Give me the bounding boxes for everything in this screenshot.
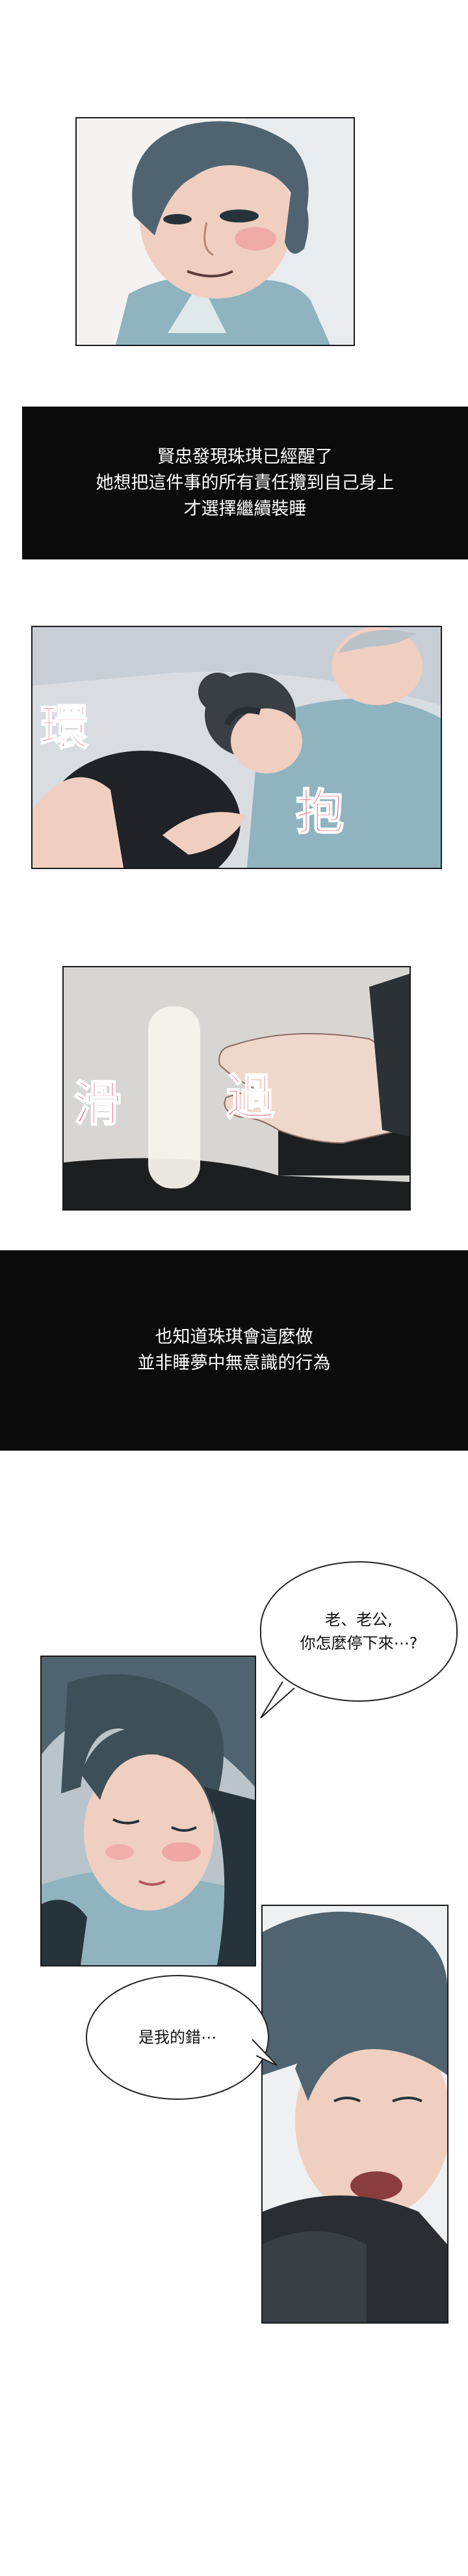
- sfx-hug-left: 環: [40, 699, 89, 757]
- sfx-slide-left: 滑: [73, 1075, 122, 1133]
- wife-blushing-illustration: [42, 1657, 255, 1965]
- narration-2-line-1: 也知道珠琪會這麼做: [155, 1327, 313, 1347]
- speech-bubble-wife-tail: [260, 1682, 295, 1719]
- panel-2-embrace: 環 抱: [31, 626, 442, 869]
- narration-1-line-3: 才選擇繼續裝睡: [183, 498, 307, 519]
- panel-3-hand-slide: 滑 過: [62, 966, 411, 1211]
- speech-bubble-husband-tail: [252, 2039, 278, 2066]
- panel-5-husband-apology: [261, 1905, 448, 2324]
- husband-closeup-illustration: [77, 118, 354, 345]
- narration-box-2: 也知道珠琪會這麼做 並非睡夢中無意識的行為: [0, 1250, 468, 1451]
- embrace-illustration: [32, 627, 441, 868]
- sfx-slide-right: 過: [226, 1069, 275, 1126]
- narration-box-1: 賢忠發現珠琪已經醒了 她想把這件事的所有責任攬到自己身上 才選擇繼續裝睡: [22, 407, 468, 559]
- husband-line-1: 是我的錯⋯: [138, 2028, 216, 2046]
- panel-4-wife-blushing: [40, 1656, 256, 1966]
- wife-line-2: 你怎麼停下來⋯?: [300, 1634, 418, 1652]
- husband-apology-illustration: [263, 1906, 447, 2322]
- sfx-hug-right: 抱: [295, 784, 344, 841]
- wife-line-1: 老、老公,: [325, 1611, 393, 1629]
- speech-bubble-wife: 老、老公, 你怎麼停下來⋯?: [260, 1561, 458, 1702]
- panel-1-husband-closeup: [75, 117, 355, 346]
- hand-slide-illustration: [64, 967, 410, 1209]
- narration-1-line-1: 賢忠發現珠琪已經醒了: [157, 446, 333, 467]
- speech-bubble-husband: 是我的錯⋯: [86, 1975, 269, 2100]
- narration-2-line-2: 並非睡夢中無意識的行為: [137, 1353, 331, 1373]
- narration-1-line-2: 她想把這件事的所有責任攬到自己身上: [96, 472, 395, 493]
